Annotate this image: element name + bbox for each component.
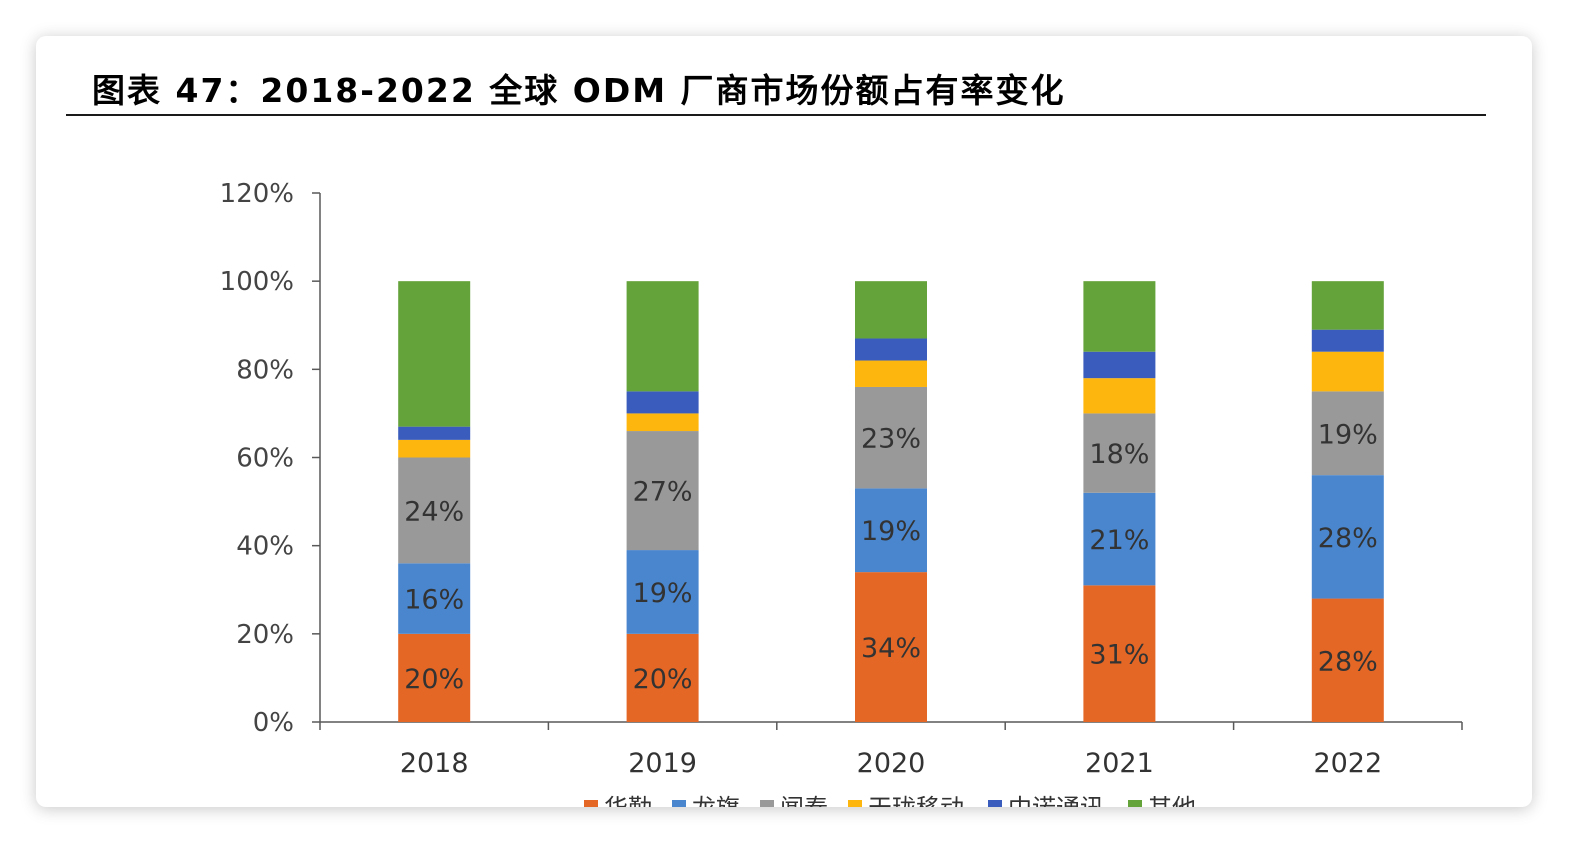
data-label: 18%: [1089, 439, 1149, 470]
y-tick-label: 20%: [236, 620, 294, 650]
bar-segment: [626, 413, 699, 432]
bar-segment: [398, 633, 471, 722]
bar-segment: [855, 488, 927, 573]
bar-segment: [1311, 351, 1384, 392]
bar-segment: [1083, 585, 1156, 722]
data-label: 34%: [861, 633, 921, 664]
data-label: 19%: [633, 578, 693, 609]
legend-swatch: [988, 800, 1002, 807]
legend-swatch: [760, 800, 774, 807]
legend-swatch: [848, 800, 862, 807]
x-tick-label: 2022: [1313, 748, 1382, 779]
bar-segment: [1311, 281, 1384, 330]
y-tick-label: 40%: [236, 532, 294, 562]
data-label: 24%: [404, 496, 464, 527]
bar-segment: [1083, 413, 1156, 493]
bar-segment: [398, 439, 471, 458]
y-tick-label: 100%: [220, 267, 294, 297]
data-label: 21%: [1089, 525, 1149, 556]
bar-segment: [398, 563, 471, 634]
x-tick-label: 2018: [400, 748, 469, 779]
y-tick-label: 60%: [236, 444, 294, 474]
legend-label: 其他: [1148, 794, 1196, 807]
legend-label: 闻泰: [780, 794, 828, 807]
bar-segment: [398, 281, 471, 427]
data-label: 28%: [1318, 523, 1378, 554]
bar-segment: [1311, 475, 1384, 599]
bar-segment: [1083, 492, 1156, 586]
bar-segment: [1311, 391, 1384, 476]
data-label: 16%: [404, 585, 464, 616]
x-tick-label: 2020: [857, 748, 926, 779]
legend-swatch: [672, 800, 686, 807]
bar-segment: [1083, 378, 1156, 414]
x-tick-label: 2019: [628, 748, 697, 779]
data-label: 27%: [633, 477, 693, 508]
legend-label: 中诺通讯: [1008, 794, 1104, 807]
title-underline: [66, 114, 1486, 116]
y-tick-label: 120%: [220, 179, 294, 209]
legend-swatch: [1128, 800, 1142, 807]
bar-segment: [855, 338, 927, 361]
bar-segment: [1083, 351, 1156, 379]
data-label: 28%: [1318, 646, 1378, 677]
y-tick-label: 0%: [253, 708, 294, 738]
legend-label: 华勤: [604, 794, 652, 807]
chart-title: 图表 47：2018-2022 全球 ODM 厂商市场份额占有率变化: [92, 71, 1066, 110]
bar-segment: [1311, 598, 1384, 722]
bar-segment: [398, 457, 471, 564]
x-tick-label: 2021: [1085, 748, 1154, 779]
data-label: 31%: [1089, 640, 1149, 671]
bar-segment: [855, 386, 927, 489]
data-label: 20%: [633, 664, 693, 695]
bar-segment: [626, 633, 699, 722]
bar-segment: [1311, 329, 1384, 352]
bar-segment: [626, 281, 699, 392]
bar-segment: [855, 281, 927, 339]
bar-segment: [626, 550, 699, 634]
bar-segment: [626, 431, 699, 551]
data-label: 19%: [861, 516, 921, 547]
bar-segment: [855, 572, 927, 722]
data-label: 19%: [1318, 419, 1378, 450]
legend-swatch: [584, 800, 598, 807]
legend-label: 龙旗: [692, 794, 740, 807]
bar-segment: [398, 426, 471, 440]
bar-segment: [855, 360, 927, 387]
data-label: 23%: [861, 424, 921, 455]
y-tick-label: 80%: [236, 355, 294, 385]
data-label: 20%: [404, 664, 464, 695]
bar-segment: [626, 391, 699, 414]
stacked-bar-chart: 0% 20% 40% 60% 80% 100% 120% 20% 16% 24% 2018 20% 19…: [220, 179, 1463, 807]
legend-label: 天珑移动: [868, 794, 964, 807]
chart-card: 图表 47：2018-2022 全球 ODM 厂商市场份额占有率变化 0% 20%…: [36, 36, 1532, 807]
bar-segment: [1083, 281, 1156, 352]
